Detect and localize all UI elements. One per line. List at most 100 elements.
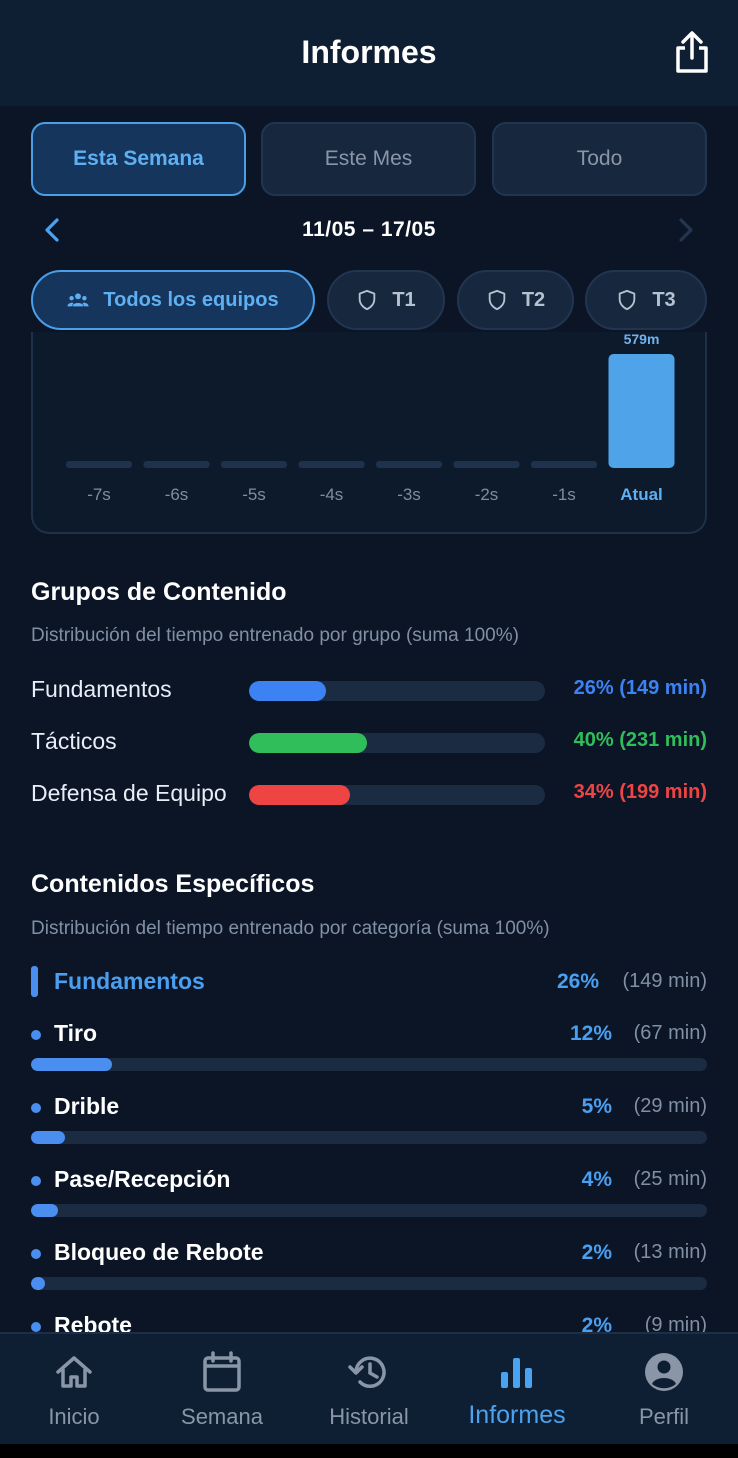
team-chip-label: Todos los equipos: [103, 288, 279, 311]
chart-tick-label: -7s: [87, 485, 111, 504]
content-progress-fill: [31, 1204, 59, 1217]
team-chip-all[interactable]: Todos los equipos: [31, 270, 315, 330]
group-progress-track: [249, 681, 545, 701]
bar-chart: -7s -6s -5s -4s -3s -2s -1s Atual 579m: [66, 332, 675, 504]
period-tab-this-month[interactable]: Este Mes: [261, 122, 476, 196]
nav-historial[interactable]: Historial: [295, 1334, 443, 1446]
bullet-icon: [31, 1176, 41, 1186]
group-value: 34% (199 min): [573, 781, 707, 803]
chevron-right-icon[interactable]: [674, 216, 698, 244]
chart-tick-label: Atual: [620, 485, 663, 504]
team-filter: Todos los equipos T1 T2 T3: [31, 270, 738, 332]
group-name: Fundamentos: [31, 676, 172, 702]
chart-data-label: 579m: [624, 332, 660, 347]
date-range-navigator: 11/05 – 17/05: [0, 212, 738, 248]
nav-label: Perfil: [638, 1404, 690, 1429]
team-chip-t1[interactable]: T1: [327, 270, 445, 330]
calendar-icon: [203, 1351, 241, 1392]
content-minutes: (25 min): [633, 1168, 707, 1190]
specific-title: Contenidos Específicos: [31, 870, 315, 898]
shield-icon: [488, 289, 506, 311]
content-progress-track: [31, 1058, 707, 1071]
team-chip-label: T3: [652, 288, 676, 311]
period-tab-this-week[interactable]: Esta Semana: [31, 122, 246, 196]
chevron-left-icon[interactable]: [40, 216, 64, 244]
team-chip-t3[interactable]: T3: [585, 270, 707, 330]
chart-bar: [298, 461, 365, 468]
period-tab-all[interactable]: Todo: [492, 122, 707, 196]
bullet-icon: [31, 1249, 41, 1259]
group-name: Defensa de Equipo: [31, 780, 227, 806]
content-pct: 4%: [581, 1168, 612, 1191]
nav-perfil[interactable]: Perfil: [590, 1334, 738, 1446]
bullet-icon: [31, 1322, 41, 1332]
bar-chart-icon: [501, 1358, 532, 1388]
chart-bar: [66, 461, 132, 468]
nav-informes[interactable]: Informes: [443, 1334, 591, 1446]
shield-icon: [359, 289, 376, 311]
content-minutes: (9 min): [644, 1314, 707, 1336]
chart-bar: [608, 354, 675, 468]
content-progress-fill: [31, 1058, 113, 1071]
content-pct: 5%: [581, 1095, 612, 1118]
content-pct: 2%: [581, 1314, 612, 1337]
group-progress-track: [249, 785, 545, 805]
group-progress-fill: [249, 785, 350, 805]
content-name: Pase/Recepción: [54, 1166, 231, 1192]
nav-label: Inicio: [48, 1404, 100, 1429]
group-name: Tácticos: [31, 728, 117, 754]
category-minutes: (149 min): [622, 970, 707, 992]
share-icon[interactable]: [674, 30, 710, 74]
system-navigation-bar: [0, 1444, 738, 1458]
app-header: Informes: [0, 0, 738, 106]
nav-label: Historial: [329, 1404, 409, 1429]
group-value: 26% (149 min): [573, 677, 707, 699]
team-chip-t2[interactable]: T2: [457, 270, 574, 330]
bullet-icon: [31, 1103, 41, 1113]
nav-semana[interactable]: Semana: [148, 1334, 296, 1446]
nav-inicio[interactable]: Inicio: [0, 1334, 148, 1446]
bottom-navigation: Inicio Semana Historial Informes Per: [0, 1332, 738, 1444]
content-item: Tiro 12% (67 min): [31, 1020, 707, 1080]
chart-bar: [453, 461, 520, 468]
content-minutes: (13 min): [633, 1241, 707, 1263]
content-minutes: (29 min): [633, 1095, 707, 1117]
home-icon: [56, 1356, 92, 1388]
chart-bar: [221, 461, 287, 468]
chart-tick-label: -3s: [397, 485, 421, 504]
group-row-tacticos: Tácticos 40% (231 min): [31, 726, 707, 758]
content-name: Bloqueo de Rebote: [54, 1239, 264, 1265]
team-chip-label: T1: [392, 288, 416, 311]
date-range-label: 11/05 – 17/05: [302, 218, 436, 241]
category-accent-bar: [31, 966, 38, 997]
group-row-defensa: Defensa de Equipo 34% (199 min): [31, 778, 707, 810]
group-progress-fill: [249, 733, 368, 753]
content-progress-track: [31, 1204, 707, 1217]
team-chip-label: T2: [521, 288, 546, 311]
history-icon: [348, 1356, 386, 1388]
group-progress-track: [249, 733, 545, 753]
group-icon: [67, 293, 89, 307]
category-name: Fundamentos: [54, 968, 205, 994]
page-title: Informes: [301, 34, 437, 70]
profile-icon: [645, 1353, 683, 1391]
category-pct: 26%: [556, 970, 599, 993]
bullet-icon: [31, 1030, 41, 1040]
content-name: Drible: [54, 1093, 120, 1119]
chart-tick-label: -6s: [165, 485, 189, 504]
chart-tick-label: -2s: [475, 485, 499, 504]
category-header: Fundamentos 26% (149 min): [31, 964, 707, 1000]
chart-tick-label: -1s: [552, 485, 576, 504]
chart-bar: [376, 461, 442, 468]
content-progress-track: [31, 1277, 707, 1290]
content-pct: 12%: [569, 1022, 612, 1045]
content-progress-fill: [31, 1277, 45, 1290]
content-minutes: (67 min): [633, 1022, 707, 1044]
chart-bar: [531, 461, 597, 468]
chart-bar: [143, 461, 210, 468]
nav-label: Semana: [181, 1404, 263, 1429]
nav-label: Informes: [468, 1401, 566, 1429]
shield-icon: [619, 289, 636, 311]
group-progress-fill: [249, 681, 326, 701]
content-pct: 2%: [581, 1241, 612, 1264]
